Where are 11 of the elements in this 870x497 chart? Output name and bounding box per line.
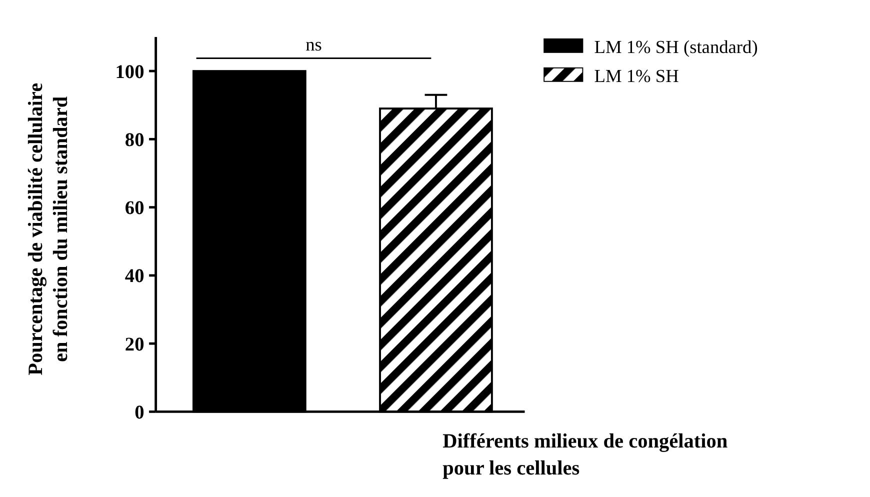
legend-label: LM 1% SH (standard) [594, 37, 758, 58]
y-tick-label: 100 [115, 62, 144, 83]
x-axis-title: Différents milieux de congélation pour les cellules [442, 430, 728, 480]
y-tick-label: 40 [124, 266, 144, 288]
y-tick-label: 60 [124, 198, 144, 220]
y-axis-title: Pourcentage de viabilité cellulaire en fonction du milieu standard [24, 82, 72, 376]
y-tick-label: 80 [124, 130, 144, 151]
y-tick-label: 0 [134, 402, 144, 424]
y-tick-label: 20 [124, 334, 144, 356]
annotation: ns [306, 34, 322, 54]
legend-label: LM 1% SH [594, 66, 679, 86]
